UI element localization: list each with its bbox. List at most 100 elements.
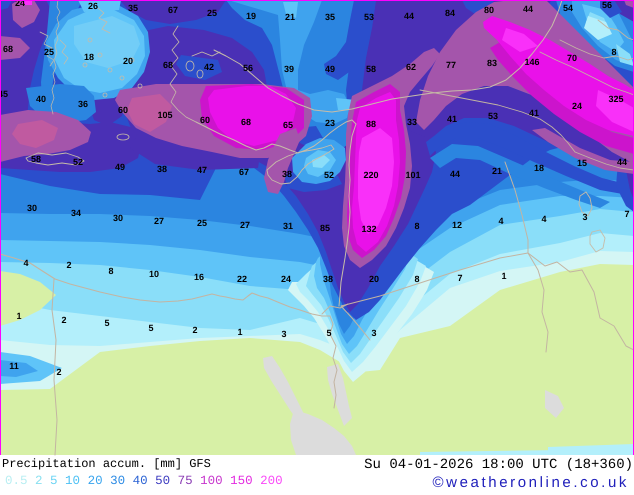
- svg-text:22: 22: [237, 274, 247, 284]
- svg-text:44: 44: [404, 11, 414, 21]
- svg-text:4: 4: [498, 216, 503, 226]
- svg-text:36: 36: [78, 99, 88, 109]
- svg-text:30: 30: [27, 203, 37, 213]
- svg-text:84: 84: [445, 8, 455, 18]
- svg-text:18: 18: [84, 52, 94, 62]
- svg-text:24: 24: [15, 0, 25, 8]
- svg-text:24: 24: [281, 274, 291, 284]
- svg-text:68: 68: [3, 44, 13, 54]
- svg-text:325: 325: [608, 94, 623, 104]
- svg-text:52: 52: [324, 170, 334, 180]
- svg-text:27: 27: [154, 216, 164, 226]
- svg-text:30: 30: [113, 213, 123, 223]
- svg-text:21: 21: [492, 166, 502, 176]
- svg-text:26: 26: [88, 1, 98, 11]
- svg-text:54: 54: [563, 3, 573, 13]
- svg-text:16: 16: [194, 272, 204, 282]
- svg-text:77: 77: [446, 60, 456, 70]
- svg-text:58: 58: [366, 64, 376, 74]
- svg-text:38: 38: [282, 169, 292, 179]
- svg-text:8: 8: [611, 47, 616, 57]
- svg-text:2: 2: [61, 315, 66, 325]
- svg-text:83: 83: [487, 58, 497, 68]
- svg-text:7: 7: [624, 209, 629, 219]
- svg-text:58: 58: [31, 154, 41, 164]
- svg-text:146: 146: [524, 57, 539, 67]
- svg-text:65: 65: [283, 120, 293, 130]
- svg-text:42: 42: [204, 62, 214, 72]
- svg-text:8: 8: [414, 221, 419, 231]
- svg-text:19: 19: [246, 11, 256, 21]
- svg-text:3: 3: [371, 328, 376, 338]
- svg-text:25: 25: [197, 218, 207, 228]
- svg-text:53: 53: [364, 12, 374, 22]
- svg-text:8: 8: [414, 274, 419, 284]
- svg-text:2: 2: [56, 367, 61, 377]
- svg-text:40: 40: [36, 94, 46, 104]
- svg-text:88: 88: [366, 119, 376, 129]
- svg-text:45: 45: [0, 89, 8, 99]
- svg-text:23: 23: [325, 118, 335, 128]
- svg-text:33: 33: [407, 117, 417, 127]
- svg-text:35: 35: [128, 3, 138, 13]
- svg-text:68: 68: [241, 117, 251, 127]
- svg-text:20: 20: [369, 274, 379, 284]
- svg-text:8: 8: [108, 266, 113, 276]
- svg-text:49: 49: [325, 64, 335, 74]
- svg-text:80: 80: [484, 5, 494, 15]
- svg-text:101: 101: [405, 170, 420, 180]
- svg-text:27: 27: [240, 220, 250, 230]
- svg-text:21: 21: [285, 12, 295, 22]
- svg-text:12: 12: [452, 220, 462, 230]
- svg-text:67: 67: [239, 167, 249, 177]
- svg-text:Precipitation accum. [mm] GFS: Precipitation accum. [mm] GFS: [2, 457, 211, 471]
- svg-text:5: 5: [104, 318, 109, 328]
- svg-text:56: 56: [602, 0, 612, 10]
- svg-text:4: 4: [23, 258, 28, 268]
- svg-text:24: 24: [572, 101, 582, 111]
- svg-text:70: 70: [567, 53, 577, 63]
- svg-text:20: 20: [123, 56, 133, 66]
- svg-text:38: 38: [323, 274, 333, 284]
- svg-text:85: 85: [320, 223, 330, 233]
- svg-text:31: 31: [283, 221, 293, 231]
- svg-text:44: 44: [450, 169, 460, 179]
- svg-text:3: 3: [281, 329, 286, 339]
- svg-text:34: 34: [71, 208, 81, 218]
- svg-text:60: 60: [200, 115, 210, 125]
- svg-text:53: 53: [488, 111, 498, 121]
- svg-text:41: 41: [529, 108, 539, 118]
- svg-text:56: 56: [243, 63, 253, 73]
- svg-text:35: 35: [325, 12, 335, 22]
- svg-text:41: 41: [447, 114, 457, 124]
- svg-text:1: 1: [501, 271, 506, 281]
- svg-text:15: 15: [577, 158, 587, 168]
- svg-text:2: 2: [66, 260, 71, 270]
- svg-text:25: 25: [44, 47, 54, 57]
- svg-text:10: 10: [149, 269, 159, 279]
- svg-text:0.5 2 5 10 20 30 40 50 75 100: 0.5 2 5 10 20 30 40 50 75 100 150 200: [5, 474, 283, 488]
- svg-text:68: 68: [163, 60, 173, 70]
- svg-text:52: 52: [73, 157, 83, 167]
- svg-text:105: 105: [157, 110, 172, 120]
- svg-text:5: 5: [148, 323, 153, 333]
- svg-text:Su 04-01-2026 18:00 UTC (18+36: Su 04-01-2026 18:00 UTC (18+360): [364, 457, 633, 473]
- svg-text:11: 11: [9, 361, 19, 371]
- svg-text:67: 67: [168, 5, 178, 15]
- svg-text:3: 3: [582, 212, 587, 222]
- svg-text:4: 4: [541, 214, 546, 224]
- svg-text:5: 5: [326, 328, 331, 338]
- svg-text:132: 132: [361, 224, 376, 234]
- svg-text:62: 62: [406, 62, 416, 72]
- svg-text:1: 1: [16, 311, 21, 321]
- svg-text:2: 2: [192, 325, 197, 335]
- svg-text:1: 1: [237, 327, 242, 337]
- svg-text:220: 220: [363, 170, 378, 180]
- svg-text:60: 60: [118, 105, 128, 115]
- svg-text:7: 7: [457, 273, 462, 283]
- svg-text:39: 39: [284, 64, 294, 74]
- svg-text:44: 44: [523, 4, 533, 14]
- svg-text:47: 47: [197, 165, 207, 175]
- svg-text:18: 18: [534, 163, 544, 173]
- svg-text:38: 38: [157, 164, 167, 174]
